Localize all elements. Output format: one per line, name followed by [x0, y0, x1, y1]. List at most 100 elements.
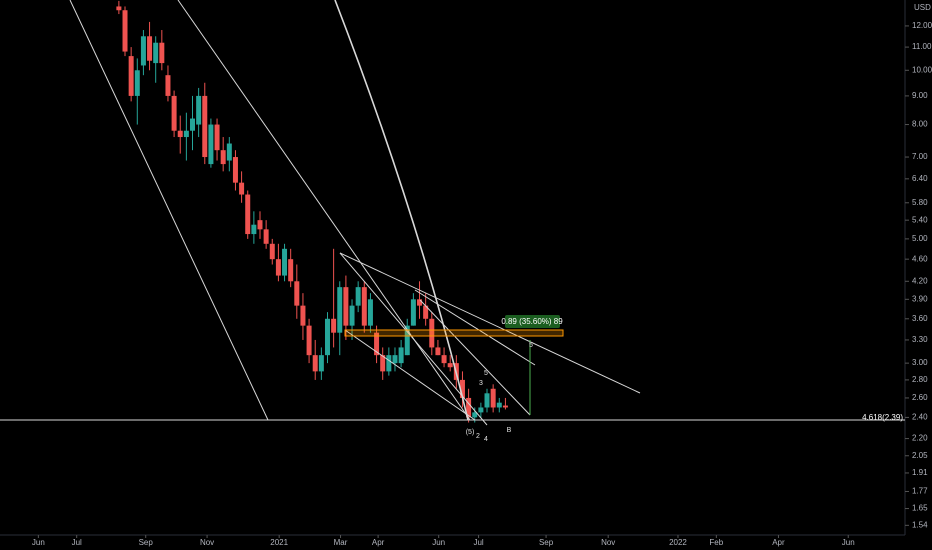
candle-body: [312, 355, 318, 372]
y-tick-label: 1.54: [912, 520, 928, 529]
candle-body: [116, 6, 122, 11]
wave-label: (5): [466, 429, 475, 436]
currency-label: USD: [914, 3, 931, 12]
wave-label: 5: [529, 342, 533, 349]
candle-body: [441, 355, 447, 364]
candle-body: [196, 95, 202, 125]
candle-body: [134, 70, 140, 96]
x-tick-label: Jul: [72, 538, 82, 547]
candle-body: [208, 124, 214, 165]
candle-body: [294, 281, 300, 306]
wave-label: B: [507, 427, 512, 434]
x-tick-label: Jul: [473, 538, 483, 547]
candle-body: [435, 347, 441, 356]
y-tick-label: 8.00: [912, 120, 928, 129]
candle-body: [140, 36, 146, 66]
y-tick-label: 4.20: [912, 276, 928, 285]
candle-body: [300, 305, 306, 326]
candle-body: [496, 402, 502, 408]
x-tick-label: Sep: [139, 538, 154, 547]
y-tick-label: 7.00: [912, 152, 928, 161]
x-tick-label: Jun: [32, 538, 45, 547]
wave-label: 2: [476, 433, 480, 440]
y-tick-label: 1.77: [912, 487, 928, 496]
y-tick-label: 11.00: [912, 42, 932, 51]
zone: [344, 329, 564, 337]
candle-body: [361, 287, 367, 326]
candle-body: [245, 194, 251, 235]
candle-body: [147, 36, 153, 61]
candle-body: [484, 393, 490, 408]
wave-label: 4: [484, 436, 488, 443]
candle-body: [239, 182, 245, 195]
candle-body: [165, 75, 171, 96]
candle-body: [269, 243, 275, 260]
candle-body: [459, 379, 465, 398]
measure-label: 0.89 (35.60%) 89: [501, 317, 563, 326]
candle-body: [257, 220, 263, 230]
candle-body: [202, 95, 208, 158]
candle-body: [183, 130, 189, 138]
x-tick-label: Nov: [200, 538, 214, 547]
candle-body: [324, 318, 330, 356]
x-tick-label: 2021: [270, 538, 288, 547]
trend-line: [69, 0, 269, 421]
y-tick-label: 3.00: [912, 358, 928, 367]
y-tick-label: 2.20: [912, 434, 928, 443]
y-tick-label: 5.00: [912, 234, 928, 243]
trend-line: [339, 252, 641, 394]
x-tick-label: Mar: [334, 538, 348, 547]
x-tick-label: Sep: [539, 538, 554, 547]
y-tick-label: 9.00: [912, 91, 928, 100]
x-tick-label: 2022: [669, 538, 687, 547]
candle-body: [374, 332, 380, 356]
y-tick-label: 5.80: [912, 198, 928, 207]
y-tick-label: 4.60: [912, 254, 928, 263]
y-tick-label: 3.60: [912, 314, 928, 323]
y-tick-label: 1.91: [912, 468, 928, 477]
candle-body: [380, 355, 386, 372]
candle-body: [226, 143, 232, 161]
measure-box: [505, 315, 560, 328]
x-tick-label: Jun: [432, 538, 445, 547]
candle-body: [472, 412, 478, 418]
candle-body: [392, 355, 398, 364]
candle-body: [128, 56, 134, 96]
candle-body: [159, 42, 165, 64]
candle-body: [490, 388, 496, 408]
y-tick-label: 1.65: [912, 504, 928, 513]
candle-body: [306, 325, 312, 356]
trend-curve: [334, 0, 469, 421]
y-tick-label: 5.40: [912, 215, 928, 224]
candle-body: [190, 118, 196, 131]
candle-body: [331, 318, 337, 333]
x-tick-label: Nov: [601, 538, 615, 547]
y-tick-label: 6.40: [912, 174, 928, 183]
candle-body: [177, 130, 183, 138]
y-tick-label: 10.00: [912, 65, 932, 74]
x-tick-label: Feb: [709, 538, 723, 547]
fib-label: 4.618(2.39): [862, 413, 903, 422]
trend-line: [344, 329, 476, 421]
y-tick-label: 3.30: [912, 335, 928, 344]
x-tick-label: Apr: [772, 538, 785, 547]
candle-body: [122, 10, 128, 52]
candle-body: [423, 305, 429, 319]
candle-body: [282, 248, 288, 276]
y-tick-label: 12.00: [912, 21, 932, 30]
candle-body: [251, 224, 257, 235]
candle-body: [343, 287, 349, 326]
candle-body: [417, 299, 423, 306]
candle-body: [349, 305, 355, 326]
candle-body: [153, 42, 159, 64]
x-tick-label: Jun: [842, 538, 855, 547]
candle-body: [429, 318, 435, 348]
candle-body: [263, 229, 269, 244]
candle-body: [232, 157, 238, 183]
y-tick-label: 2.80: [912, 375, 928, 384]
candle-body: [466, 397, 472, 418]
candle-body: [367, 299, 373, 326]
drawings: [0, 0, 905, 426]
